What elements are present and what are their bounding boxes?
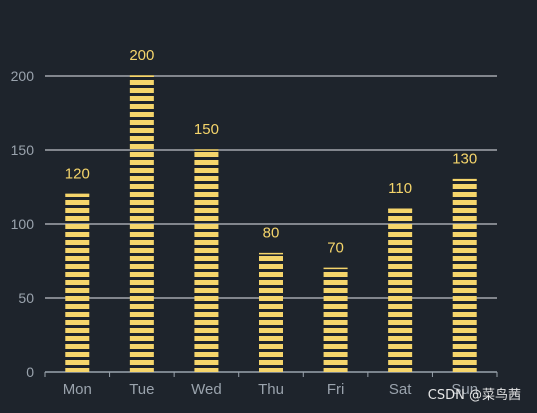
- x-tick-label: Tue: [129, 381, 154, 398]
- bars: [65, 75, 477, 372]
- watermark: CSDN @菜鸟茜: [427, 388, 521, 403]
- data-label: 110: [388, 180, 412, 197]
- bar: [259, 253, 283, 372]
- bar: [452, 179, 477, 372]
- x-tick-label: Sun: [451, 381, 478, 398]
- x-tick-label: Wed: [191, 381, 222, 398]
- x-tick-label: Fri: [327, 381, 345, 398]
- y-axis-ticks: 0 50 100 150 200: [11, 68, 35, 380]
- y-tick-label: 200: [11, 68, 35, 84]
- y-tick-label: 0: [26, 364, 34, 380]
- data-label: 120: [65, 165, 90, 182]
- y-tick-label: 150: [11, 142, 35, 158]
- data-label: 130: [452, 151, 477, 168]
- bar: [129, 76, 154, 372]
- bar: [388, 209, 413, 372]
- data-label: 200: [129, 47, 154, 64]
- x-tick-label: Thu: [258, 381, 284, 398]
- bar: [194, 150, 219, 372]
- bar: [65, 194, 90, 372]
- y-tick-label: 100: [11, 216, 35, 232]
- bar: [323, 268, 348, 372]
- x-tick-label: Mon: [63, 381, 92, 398]
- x-tick-label: Sat: [389, 381, 412, 398]
- data-labels: 120 200 150 80 70 110 130: [65, 47, 477, 256]
- data-label: 70: [327, 239, 344, 256]
- data-label: 80: [263, 225, 280, 242]
- y-tick-label: 50: [18, 290, 34, 306]
- data-label: 150: [194, 121, 219, 138]
